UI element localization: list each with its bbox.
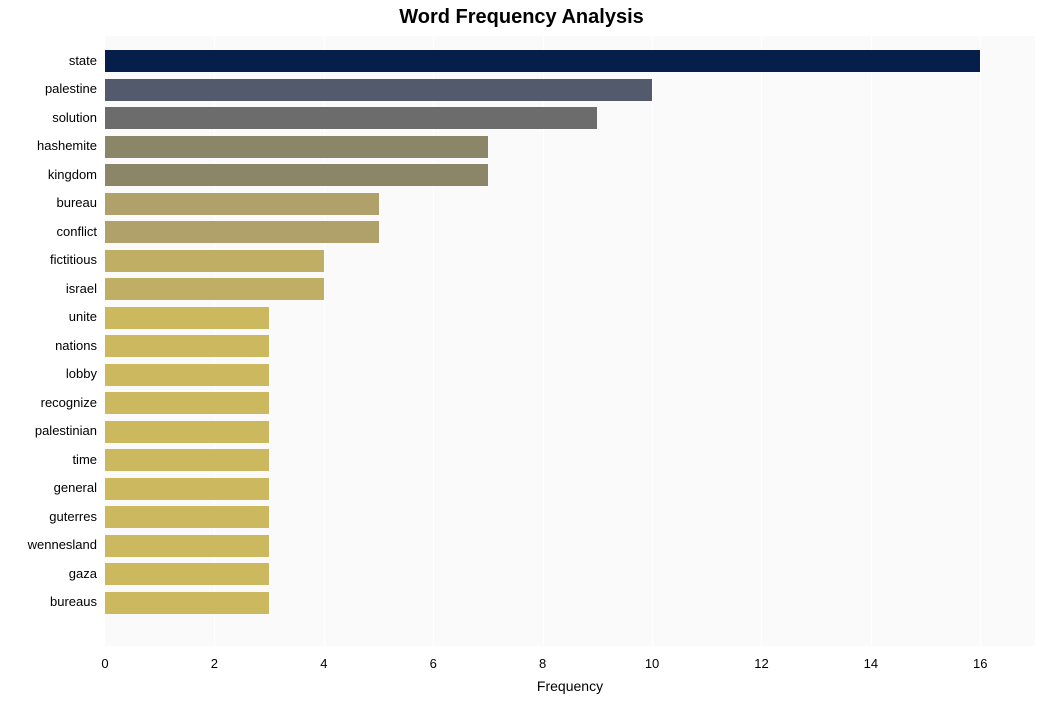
bar — [105, 221, 379, 243]
x-tick-label: 6 — [430, 656, 437, 671]
bar — [105, 449, 269, 471]
y-tick-label: nations — [0, 338, 97, 353]
grid-line — [871, 36, 872, 646]
bar — [105, 592, 269, 614]
y-tick-label: state — [0, 53, 97, 68]
bar — [105, 335, 269, 357]
bar — [105, 193, 379, 215]
chart-title: Word Frequency Analysis — [0, 6, 1043, 29]
bar — [105, 164, 488, 186]
x-tick-label: 8 — [539, 656, 546, 671]
y-tick-label: kingdom — [0, 167, 97, 182]
bar — [105, 250, 324, 272]
bar — [105, 50, 980, 72]
y-tick-label: palestinian — [0, 423, 97, 438]
bar — [105, 478, 269, 500]
bar — [105, 136, 488, 158]
bar — [105, 307, 269, 329]
x-tick-label: 12 — [754, 656, 768, 671]
y-tick-label: wennesland — [0, 537, 97, 552]
y-tick-label: bureaus — [0, 594, 97, 609]
y-tick-label: lobby — [0, 366, 97, 381]
grid-line — [980, 36, 981, 646]
y-tick-label: guterres — [0, 509, 97, 524]
x-axis-label: Frequency — [105, 678, 1035, 694]
bar — [105, 392, 269, 414]
x-tick-label: 4 — [320, 656, 327, 671]
y-tick-label: hashemite — [0, 138, 97, 153]
y-tick-label: conflict — [0, 224, 97, 239]
bar — [105, 107, 597, 129]
word-frequency-chart: Word Frequency Analysis Frequency 0 2 4 6 8 1… — [0, 0, 1043, 701]
bar — [105, 278, 324, 300]
bar — [105, 563, 269, 585]
y-tick-label: time — [0, 452, 97, 467]
grid-line — [652, 36, 653, 646]
grid-line — [761, 36, 762, 646]
bar — [105, 79, 652, 101]
x-tick-label: 10 — [645, 656, 659, 671]
y-tick-label: bureau — [0, 195, 97, 210]
bar — [105, 535, 269, 557]
bar — [105, 364, 269, 386]
x-tick-label: 14 — [864, 656, 878, 671]
y-tick-label: unite — [0, 309, 97, 324]
x-tick-label: 2 — [211, 656, 218, 671]
y-tick-label: fictitious — [0, 252, 97, 267]
x-tick-label: 0 — [101, 656, 108, 671]
x-tick-label: 16 — [973, 656, 987, 671]
y-tick-label: general — [0, 480, 97, 495]
plot-area — [105, 36, 1035, 646]
y-tick-label: israel — [0, 281, 97, 296]
y-tick-label: palestine — [0, 81, 97, 96]
y-tick-label: recognize — [0, 395, 97, 410]
bar — [105, 421, 269, 443]
y-tick-label: gaza — [0, 566, 97, 581]
bar — [105, 506, 269, 528]
y-tick-label: solution — [0, 110, 97, 125]
